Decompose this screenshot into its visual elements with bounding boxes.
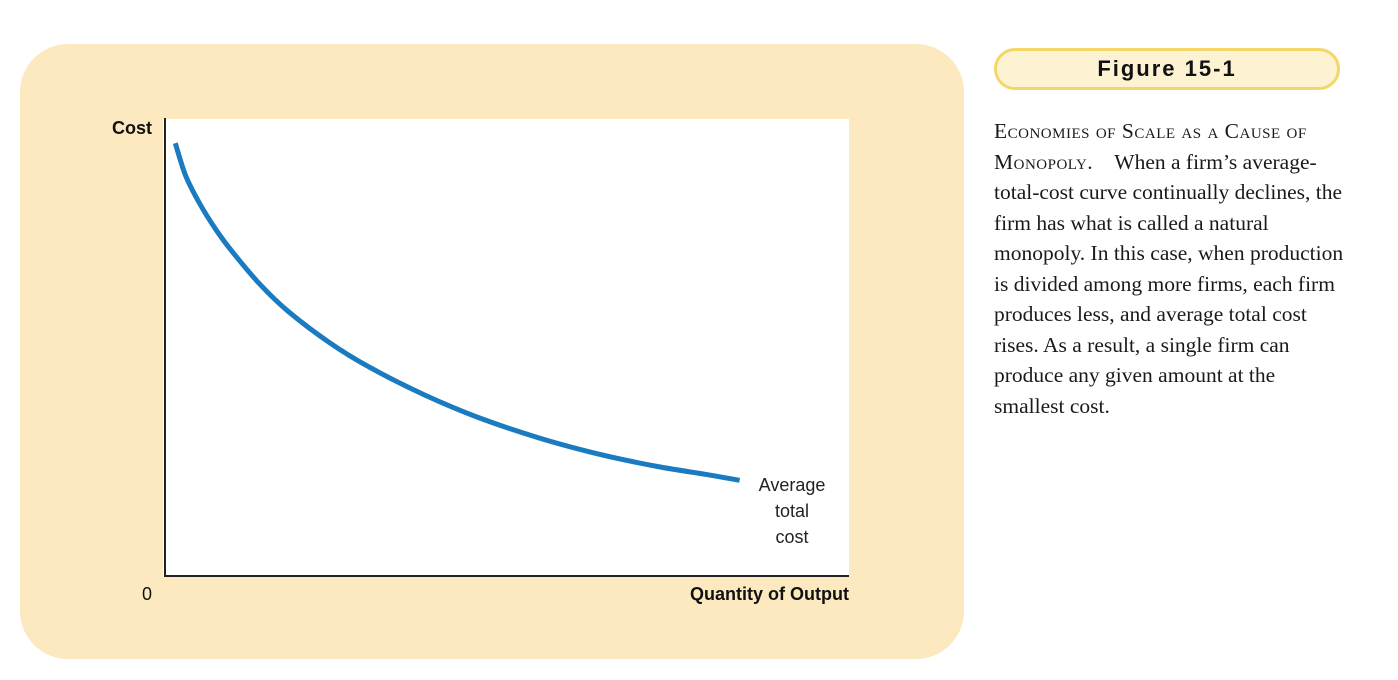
curve-label-line: Average bbox=[758, 475, 826, 495]
curve-label-line: total bbox=[774, 501, 810, 521]
average-total-cost-curve bbox=[172, 142, 741, 483]
curve-label-line: cost bbox=[775, 527, 809, 547]
plot-area bbox=[163, 119, 849, 577]
figure-number-tab: Figure 15-1 bbox=[994, 48, 1340, 90]
y-axis-label: Cost bbox=[112, 118, 152, 138]
x-axis-label: Quantity of Output bbox=[690, 584, 849, 604]
caption-title: Economies of Scale as a Cause of Monopol… bbox=[994, 119, 1307, 174]
figure-caption: Economies of Scale as a Cause of Monopol… bbox=[994, 116, 1346, 421]
figure-number: Figure 15-1 bbox=[1097, 56, 1237, 81]
caption-body: When a firm’s average-total-cost curve c… bbox=[994, 149, 1344, 418]
origin-label: 0 bbox=[142, 584, 153, 604]
curve-label: Average total cost bbox=[742, 472, 842, 550]
